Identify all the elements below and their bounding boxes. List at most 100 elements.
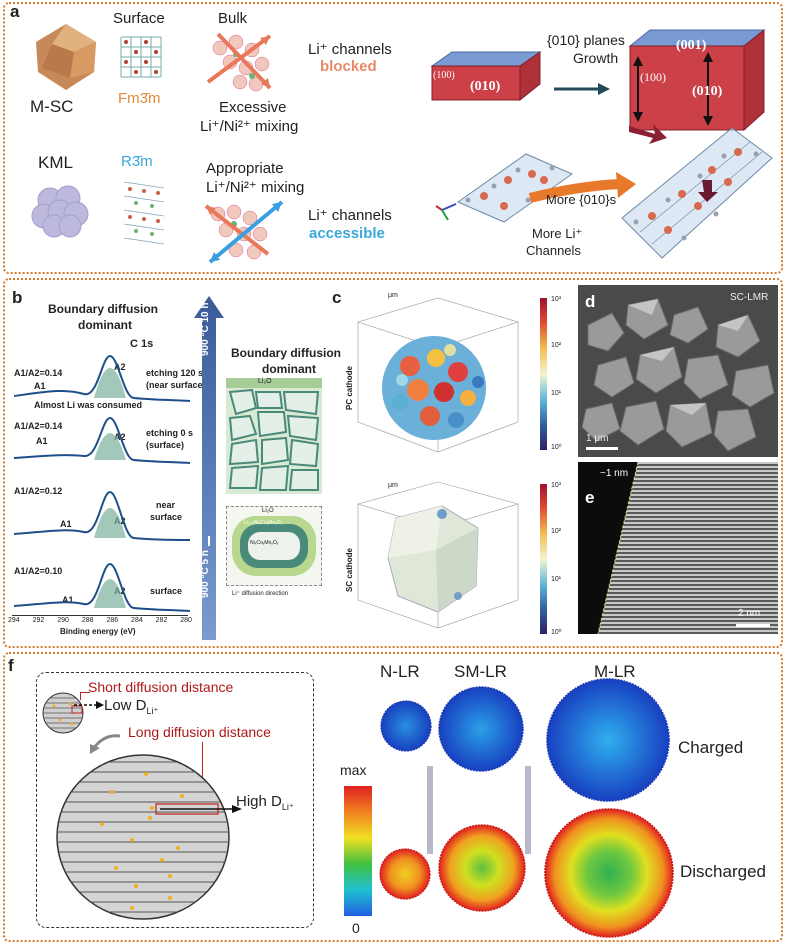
li-channels-blocked-label: Li⁺ channels	[308, 41, 392, 58]
axes-icon	[435, 203, 457, 221]
panel-f-frame	[3, 652, 783, 942]
face-010: (010)	[692, 84, 723, 99]
kml-label: KML	[38, 153, 73, 172]
growth-arrow	[554, 83, 610, 95]
excessive-label: Excessive	[219, 99, 287, 116]
sc-scale-1: 10¹	[551, 576, 562, 583]
x-tick: 290	[57, 617, 69, 624]
fm3m-phase-label: Fm3̄m	[118, 90, 161, 107]
low-d-sub: Li⁺	[146, 706, 159, 716]
growth-label: Growth	[573, 50, 619, 66]
face-100: (100)	[640, 70, 666, 84]
spectrum2-curve	[14, 416, 190, 464]
spectrum4-a1: A1	[62, 595, 74, 605]
panel-b-title2: dominant	[78, 318, 132, 332]
low-d-label: Low DLi⁺	[104, 697, 158, 717]
growth-planes-label: {010} planes	[547, 32, 625, 48]
appropriate-label: Appropriate	[206, 160, 284, 177]
core-label: NiₓCoᵧMnᵧOᵧ	[250, 540, 279, 546]
small-unit-cell-image	[456, 153, 574, 223]
spectrum-ticks: 294 292 290 288 286 284 282 280	[8, 617, 192, 624]
tem-image	[578, 462, 778, 634]
red-arrow-bottom	[698, 180, 718, 202]
temperature-arrow	[194, 296, 224, 640]
li-channels-accessible-label: Li⁺ channels	[308, 207, 392, 224]
red-arrow-top	[629, 124, 667, 144]
x-tick: 294	[8, 617, 20, 624]
diffusion-direction-label: Li⁺ diffusion direction	[232, 591, 289, 597]
pc-unit-label: μm	[388, 292, 398, 299]
n-lr-discharged	[379, 848, 431, 900]
sc-colorbar	[540, 484, 547, 634]
tem-scale-label: 2 nm	[738, 608, 761, 619]
surface-label: Surface	[113, 10, 165, 27]
pc-cathode-label: PC cathode	[345, 365, 354, 410]
panel-e-label: e	[585, 488, 595, 507]
channels-label: Channels	[526, 243, 581, 258]
orange-arrow	[528, 172, 636, 203]
spectrum1-a1: A1	[34, 381, 46, 391]
diffusivity-colorbar	[344, 786, 372, 916]
pc-scale-0: 10⁰	[551, 444, 562, 451]
panel-b-right-title2: dominant	[262, 362, 316, 376]
m-lr-charged	[546, 678, 670, 802]
panel-d-label: d	[585, 292, 596, 311]
low-d-text: Low D	[104, 697, 147, 714]
face-001: (001)	[676, 38, 707, 53]
core-shell-particle-image	[232, 516, 316, 576]
panel-b-title: Boundary diffusion	[48, 302, 158, 316]
short-distance-pointer	[80, 692, 81, 700]
panel-bcde-frame	[3, 278, 783, 648]
sem-scale-label: 1 μm	[586, 433, 609, 444]
short-distance-label: Short diffusion distance	[88, 679, 234, 695]
spectrum2-a1: A1	[36, 436, 48, 446]
small-particle-image	[42, 692, 84, 734]
spectrum1-cond: etching 120 s	[146, 368, 204, 378]
grain-boundary-image	[226, 378, 322, 494]
spectrum3-cond: near	[156, 500, 176, 510]
spectrum4-curve	[14, 562, 190, 612]
face-010-small: (010)	[470, 79, 501, 94]
spectrum2-cond: etching 0 s	[146, 428, 194, 438]
layered-lattice-image	[123, 181, 165, 245]
col-n-lr: N-LR	[380, 662, 420, 681]
spectrum4-cond: surface	[150, 586, 183, 596]
panel-b-label: b	[12, 288, 23, 307]
li2o-particle-label: Li₂O	[262, 508, 274, 514]
spectrum1-ratio: A1/A2=0.14	[14, 368, 63, 378]
c1s-label: C 1s	[130, 338, 154, 350]
divider-bar-1	[427, 766, 433, 854]
bulk-mixing-image	[206, 32, 272, 92]
scale-max-label: max	[340, 762, 367, 778]
scale-min-label: 0	[352, 920, 360, 936]
high-d-text: High D	[236, 793, 282, 810]
temp-5h-label: 900 °C 5 h	[200, 550, 211, 598]
plate-before-growth-image	[430, 51, 542, 102]
spectrum-x-label: Binding energy (eV)	[60, 627, 136, 636]
temp-10h-label: 900 °C 10 h	[200, 302, 211, 356]
r3m-phase-label: R3̄m	[121, 153, 153, 170]
high-d-label: High DLi⁺	[236, 793, 294, 813]
pc-scale-1: 10¹	[551, 390, 562, 397]
sc-cathode-3d-plot	[356, 481, 520, 629]
m-sc-crystal-image	[36, 24, 96, 90]
spectrum-x-axis	[12, 615, 188, 616]
pc-scale-2: 10²	[551, 342, 562, 349]
panel-c-label: c	[332, 288, 342, 307]
li2o-top-label: Li₂O	[258, 378, 272, 385]
pc-colorbar	[540, 298, 547, 450]
curved-arrow	[90, 734, 121, 754]
spectrum3-a1: A1	[60, 519, 72, 529]
sm-lr-discharged	[438, 824, 526, 912]
col-sm-lr: SM-LR	[454, 662, 507, 681]
short-distance-pointer-h	[80, 692, 90, 693]
excessive-mixing-label: Li⁺/Ni²⁺ mixing	[200, 118, 299, 135]
sc-unit-label: μm	[388, 482, 398, 489]
sc-scale-2: 10²	[551, 528, 562, 535]
kml-crystal-image	[31, 185, 89, 238]
discharged-label: Discharged	[680, 862, 766, 881]
spectrum3-cond2: surface	[150, 512, 183, 522]
x-tick: 286	[106, 617, 119, 624]
x-tick: 284	[131, 617, 143, 624]
long-distance-label: Long diffusion distance	[128, 724, 271, 740]
